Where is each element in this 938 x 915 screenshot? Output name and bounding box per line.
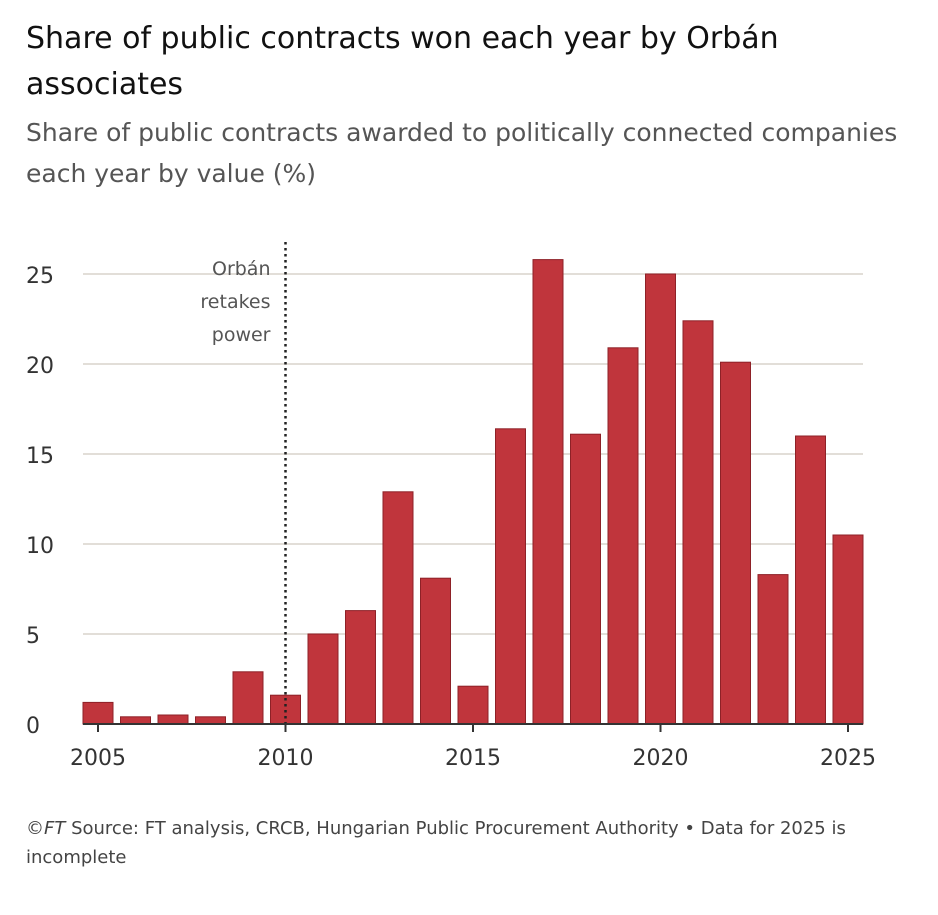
copyright-symbol: ©	[26, 818, 44, 839]
y-tick-label: 5	[26, 624, 40, 649]
bar-2014	[420, 577, 451, 725]
bar-2017	[532, 259, 564, 725]
bar-2007	[157, 714, 189, 725]
x-tick-label: 2020	[633, 746, 689, 771]
annotation-label-line: Orbán	[212, 258, 271, 280]
bar-2019	[607, 347, 639, 725]
bar-2018	[570, 433, 601, 725]
y-tick-label: 0	[26, 714, 40, 739]
source-text: Source: FT analysis, CRCB, Hungarian Pub…	[26, 818, 846, 868]
bar-2008	[195, 716, 226, 725]
y-tick-label: 10	[26, 534, 54, 559]
bar-2015	[457, 685, 489, 725]
bar-2006	[120, 716, 151, 725]
bar-2025	[832, 534, 864, 725]
x-tick-label: 2015	[445, 746, 501, 771]
x-tick-label: 2025	[820, 746, 876, 771]
bar-2012	[345, 610, 376, 725]
chart-subtitle: Share of public contracts awarded to pol…	[26, 118, 898, 188]
ft-brand: FT	[44, 818, 66, 839]
x-tick-label: 2010	[258, 746, 314, 771]
y-tick-label: 15	[26, 444, 54, 469]
source-note: ©FT Source: FT analysis, CRCB, Hungarian…	[26, 814, 906, 872]
bar-2023	[757, 574, 789, 725]
bar-2005	[82, 701, 114, 725]
y-tick-label: 25	[26, 264, 54, 289]
bar-2011	[307, 633, 339, 725]
bar-2016	[495, 428, 526, 725]
annotation-label-line: retakes	[200, 291, 270, 313]
annotation-label-line: power	[212, 324, 271, 346]
bar-2021	[682, 320, 714, 725]
bar-2013	[382, 491, 414, 725]
bar-2024	[795, 435, 826, 725]
y-tick-label: 20	[26, 354, 54, 379]
bar-2022	[720, 361, 751, 725]
chart-title: Share of public contracts won each year …	[26, 21, 779, 102]
bar-2009	[232, 671, 264, 725]
x-tick-label: 2005	[70, 746, 126, 771]
bar-2020	[645, 273, 676, 725]
